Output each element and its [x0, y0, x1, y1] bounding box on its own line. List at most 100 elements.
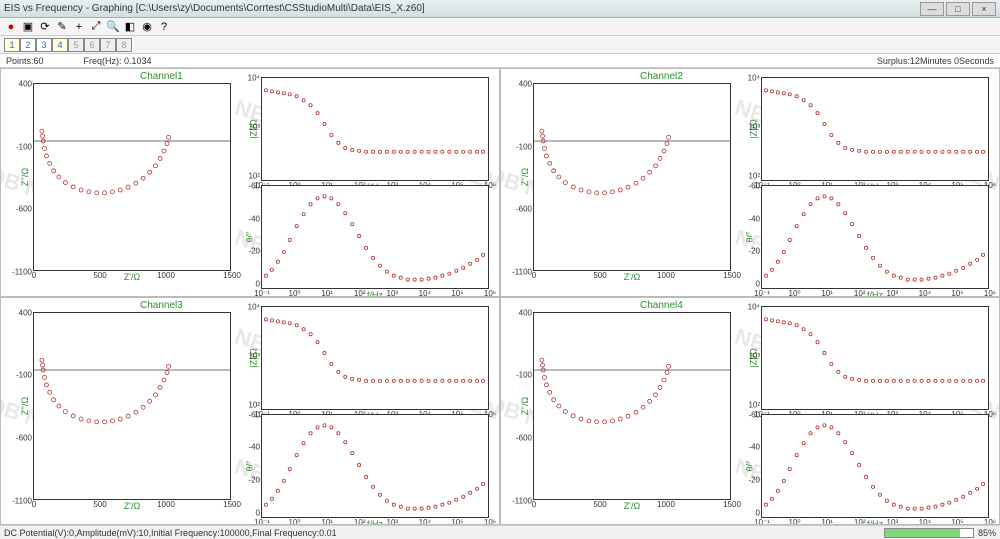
tick: 10³ [748, 123, 762, 132]
close-button[interactable]: × [972, 2, 996, 16]
quadrant-4: Channel4TOB NEW ENERGYTOB NEW ENERGYTOB … [500, 297, 1000, 526]
maximize-button[interactable]: □ [946, 2, 970, 16]
channel-button-2[interactable]: 2 [20, 38, 36, 52]
toolbar-icon-9[interactable]: ? [157, 20, 171, 34]
tick: 10⁴ [248, 74, 262, 83]
channel-title: Channel3 [140, 300, 183, 311]
tick: 1000 [157, 270, 175, 280]
tick: -100 [516, 371, 534, 380]
toolbar-icon-1[interactable]: ▣ [21, 20, 35, 34]
ylabel: θ/° [745, 460, 755, 471]
ylabel: θ/° [745, 231, 755, 242]
channel-button-5[interactable]: 5 [68, 38, 84, 52]
tick: 10¹ [321, 288, 333, 297]
tick: -40 [248, 214, 262, 223]
tick: -60 [248, 410, 262, 419]
tick: 10² [748, 172, 762, 181]
toolbar-icon-6[interactable]: 🔍 [106, 20, 120, 34]
tick: 10¹ [321, 517, 333, 526]
bode-mag-plot[interactable]: |Z|/Ωf/Hz10⁻¹10⁰10¹10²10³10⁴10⁵10⁶10²10³… [261, 306, 489, 410]
tick: -600 [16, 433, 34, 442]
tick: 10⁰ [289, 517, 301, 526]
tick: 400 [519, 308, 534, 317]
plot-grid: Channel1TOB NEW ENERGYTOB NEW ENERGYTOB … [0, 68, 1000, 525]
tick: -100 [516, 142, 534, 151]
tick: -40 [748, 443, 762, 452]
tick: 10² [248, 400, 262, 409]
tick: 10² [854, 517, 866, 526]
toolbar: ●▣⟳✎+⤢🔍◧◉? [0, 18, 1000, 36]
toolbar-icon-4[interactable]: + [72, 20, 86, 34]
nyquist-plot[interactable]: Z''/ΩZ'/Ω050010001500400-100-600-1100 [533, 312, 731, 500]
channel-button-7[interactable]: 7 [100, 38, 116, 52]
tick: -20 [748, 475, 762, 484]
nyquist-plot[interactable]: Z''/ΩZ'/Ω050010001500400-100-600-1100 [33, 83, 231, 271]
tick: 10⁴ [419, 288, 431, 297]
toolbar-icon-5[interactable]: ⤢ [89, 20, 103, 34]
tick: 10⁻¹ [754, 288, 770, 297]
tick: 10⁻¹ [754, 517, 770, 526]
tick: -20 [748, 247, 762, 256]
bode-mag-plot[interactable]: |Z|/Ωf/Hz10⁻¹10⁰10¹10²10³10⁴10⁵10⁶10²10³… [261, 77, 489, 181]
titlebar: EIS vs Frequency - Graphing [C:\Users\zy… [0, 0, 1000, 18]
tick: 10² [748, 400, 762, 409]
channel-button-6[interactable]: 6 [84, 38, 100, 52]
bode-mag-plot[interactable]: |Z|/Ωf/Hz10⁻¹10⁰10¹10²10³10⁴10⁵10⁶10²10³… [761, 77, 989, 181]
bode-mag-plot[interactable]: |Z|/Ωf/Hz10⁻¹10⁰10¹10²10³10⁴10⁵10⁶10²10³… [761, 306, 989, 410]
tick: -20 [248, 475, 262, 484]
quadrant-1: Channel1TOB NEW ENERGYTOB NEW ENERGYTOB … [0, 68, 500, 297]
toolbar-icon-8[interactable]: ◉ [140, 20, 154, 34]
toolbar-icon-3[interactable]: ✎ [55, 20, 69, 34]
toolbar-icon-2[interactable]: ⟳ [38, 20, 52, 34]
channel-button-4[interactable]: 4 [52, 38, 68, 52]
tick: 10⁻¹ [254, 288, 270, 297]
quadrant-3: Channel3TOB NEW ENERGYTOB NEW ENERGYTOB … [0, 297, 500, 526]
tick: 500 [93, 270, 106, 280]
surplus-label: Surplus:12Minutes 0Seconds [877, 56, 994, 66]
bode-phase-plot[interactable]: θ/°f/Hz10⁻¹10⁰10¹10²10³10⁴10⁵10⁶0-20-40-… [761, 185, 989, 289]
tick: 10⁶ [984, 517, 996, 526]
bode-phase-plot[interactable]: θ/°f/Hz10⁻¹10⁰10¹10²10³10⁴10⁵10⁶0-20-40-… [761, 414, 989, 518]
tick: 1000 [657, 499, 675, 509]
tick: 10³ [248, 351, 262, 360]
progress-bar [884, 528, 974, 538]
tick: 1000 [157, 499, 175, 509]
channel-button-8[interactable]: 8 [116, 38, 132, 52]
tick: -1100 [512, 496, 534, 505]
minimize-button[interactable]: — [920, 2, 944, 16]
tick: -60 [748, 410, 762, 419]
info-bar: Points:60 Freq(Hz): 0.1034 Surplus:12Min… [0, 54, 1000, 68]
nyquist-ylabel: Z''/Ω [20, 396, 30, 414]
channel-title: Channel2 [640, 71, 683, 82]
tick: 400 [19, 80, 34, 89]
tick: 10³ [748, 351, 762, 360]
channel-button-1[interactable]: 1 [4, 38, 20, 52]
tick: 10² [854, 288, 866, 297]
tick: 1000 [657, 270, 675, 280]
tick: -100 [16, 371, 34, 380]
bode-phase-plot[interactable]: θ/°f/Hz10⁻¹10⁰10¹10²10³10⁴10⁵10⁶0-20-40-… [261, 185, 489, 289]
progress-fill [885, 529, 960, 537]
tick: 10⁻¹ [254, 517, 270, 526]
xlabel: f/Hz [367, 519, 383, 526]
tick: 500 [593, 499, 606, 509]
tick: -1100 [12, 496, 34, 505]
nyquist-xlabel: Z'/Ω [624, 501, 640, 511]
tick: 10³ [248, 123, 262, 132]
status-params: DC Potential(V):0,Amplitude(mV):10,Initi… [4, 528, 880, 538]
tick: 10⁴ [248, 302, 262, 311]
channel-button-3[interactable]: 3 [36, 38, 52, 52]
nyquist-plot[interactable]: Z''/ΩZ'/Ω050010001500400-100-600-1100 [33, 312, 231, 500]
tick: 10³ [887, 517, 899, 526]
tick: -600 [516, 433, 534, 442]
tick: -40 [248, 443, 262, 452]
nyquist-plot[interactable]: Z''/ΩZ'/Ω050010001500400-100-600-1100 [533, 83, 731, 271]
tick: 10³ [887, 288, 899, 297]
tick: 500 [593, 270, 606, 280]
freq-label: Freq(Hz): 0.1034 [84, 56, 152, 66]
tick: -40 [748, 214, 762, 223]
window-title: EIS vs Frequency - Graphing [C:\Users\zy… [4, 3, 920, 14]
toolbar-icon-7[interactable]: ◧ [123, 20, 137, 34]
toolbar-icon-0[interactable]: ● [4, 20, 18, 34]
bode-phase-plot[interactable]: θ/°f/Hz10⁻¹10⁰10¹10²10³10⁴10⁵10⁶0-20-40-… [261, 414, 489, 518]
